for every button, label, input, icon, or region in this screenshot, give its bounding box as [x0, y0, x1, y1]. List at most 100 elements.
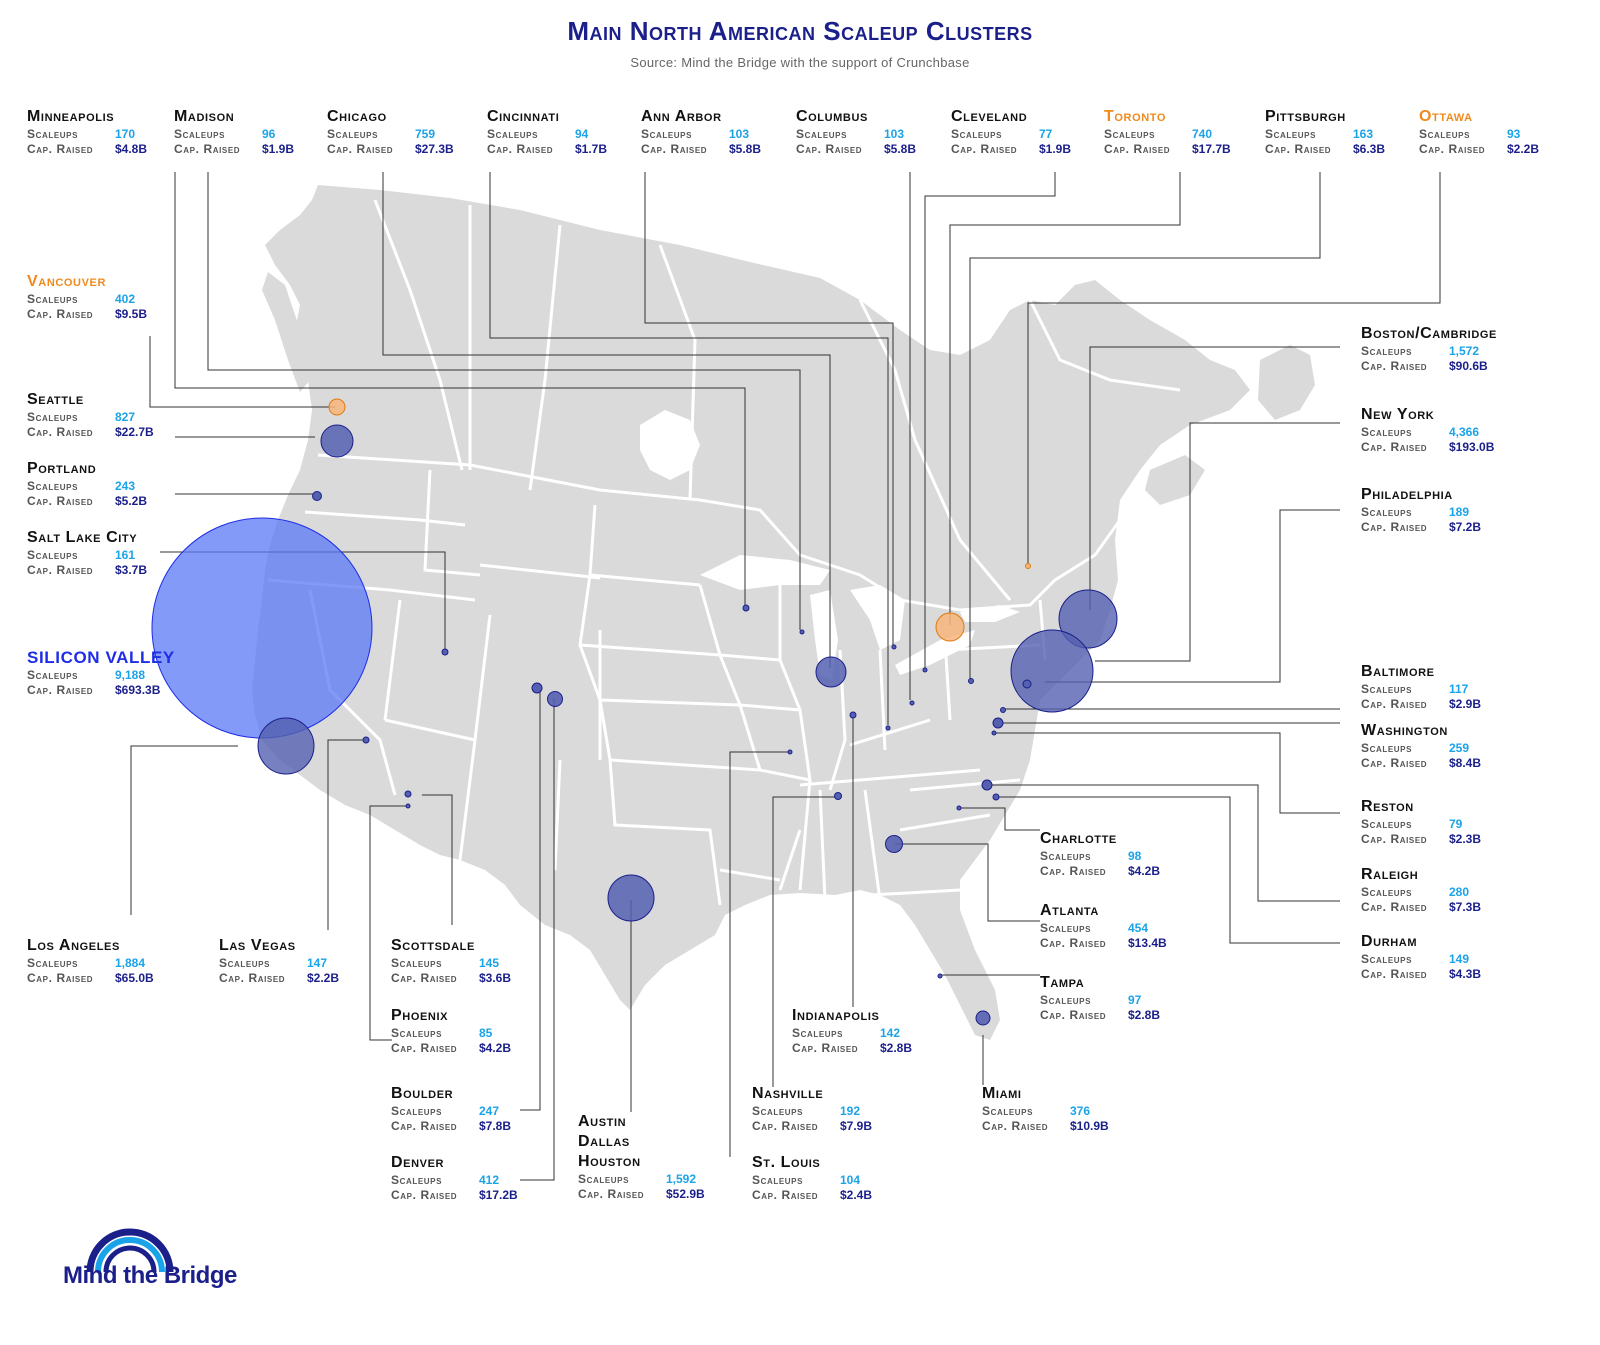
leader-pittsburgh — [969, 172, 1321, 680]
city-name-tampa: Tampa — [1040, 974, 1085, 991]
scaleups-value: 827 — [115, 410, 136, 424]
cap-raised-value: $22.7B — [115, 425, 154, 439]
city-name-reston: Reston — [1361, 798, 1414, 815]
cap-raised-label: Cap. Raised — [1361, 900, 1428, 914]
cap-raised-value: $17.7B — [1192, 142, 1231, 156]
scaleups-value: 9,188 — [115, 668, 146, 682]
city-label: Denver Scaleups 412 Cap. Raised $17.2B — [391, 1153, 591, 1203]
city-label: Salt Lake City Scaleups 161 Cap. Raised $3.7… — [27, 528, 227, 578]
cap-raised-label: Cap. Raised — [1040, 936, 1107, 950]
city-name-scottsdale: Scottsdale — [391, 937, 475, 954]
border-bc-alberta — [373, 199, 464, 471]
leader-denver — [520, 698, 555, 1181]
bubble-ann-arbor — [891, 644, 897, 650]
leader-stlouis — [729, 751, 790, 1157]
border-oh-pa — [943, 639, 952, 721]
cap-raised-value: $5.8B — [729, 142, 762, 156]
cluster-bubbles — [151, 398, 1118, 1026]
bubble-st-louis — [787, 749, 793, 755]
cap-raised-value: $13.4B — [1128, 936, 1167, 950]
city-label: Scottsdale Scaleups 145 Cap. Raised $3.6B — [391, 936, 591, 986]
cap-raised-value: $5.8B — [884, 142, 917, 156]
city-name-boston-cambridge: Boston/Cambridge — [1361, 325, 1497, 342]
scaleups-value: 97 — [1128, 993, 1142, 1007]
cap-raised-value: $17.2B — [479, 1188, 518, 1202]
city-name-silicon-valley: SILICON VALLEY — [27, 648, 175, 667]
cap-raised-value: $27.3B — [415, 142, 454, 156]
scaleups-label: Scaleups — [174, 127, 226, 141]
cap-raised-value: $2.8B — [1128, 1008, 1161, 1022]
bubble-las-vegas — [362, 736, 370, 744]
city-name-pittsburgh: Pittsburgh — [1265, 108, 1346, 125]
scaleups-label: Scaleups — [391, 1104, 443, 1118]
cap-raised-value: $1.9B — [262, 142, 295, 156]
scaleups-label: Scaleups — [1361, 682, 1413, 696]
city-label: Philadelphia Scaleups 189 Cap. Raised $7.2B — [1361, 485, 1561, 535]
bubble-indianapolis — [849, 711, 857, 719]
city-label: Seattle Scaleups 827 Cap. Raised $22.7B — [27, 390, 227, 440]
city-name-madison: Madison — [174, 108, 235, 125]
cap-raised-value: $193.0B — [1449, 440, 1495, 454]
scaleups-value: 189 — [1449, 505, 1470, 519]
city-label: Portland Scaleups 243 Cap. Raised $5.2B — [27, 459, 227, 509]
scaleups-value: 280 — [1449, 885, 1470, 899]
bubble-washington — [992, 717, 1004, 729]
city-name-charlotte: Charlotte — [1040, 830, 1117, 847]
scaleups-label: Scaleups — [641, 127, 693, 141]
scaleups-label: Scaleups — [1265, 127, 1317, 141]
scaleups-value: 170 — [115, 127, 136, 141]
scaleups-label: Scaleups — [1361, 344, 1413, 358]
city-label: Durham Scaleups 149 Cap. Raised $4.3B — [1361, 932, 1561, 982]
leader-lines — [130, 172, 1441, 1181]
scaleups-label: Scaleups — [578, 1172, 630, 1186]
city-name-toronto: Toronto — [1104, 108, 1167, 125]
cap-raised-label: Cap. Raised — [641, 142, 708, 156]
border-va-nc — [909, 778, 1021, 792]
cap-raised-label: Cap. Raised — [27, 307, 94, 321]
scaleups-label: Scaleups — [1040, 993, 1092, 1007]
bubble-new-york — [1010, 629, 1094, 713]
city-label: Chicago Scaleups 759 Cap. Raised $27.3B — [327, 107, 527, 157]
scaleups-value: 402 — [115, 292, 136, 306]
scaleups-label: Scaleups — [792, 1026, 844, 1040]
city-name-ann-arbor: Ann Arbor — [641, 108, 722, 125]
cap-raised-value: $52.9B — [666, 1187, 705, 1201]
leader-atlanta — [895, 843, 1040, 922]
leader-scottsdale — [422, 794, 453, 925]
border-tn-al — [818, 789, 827, 901]
cap-raised-label: Cap. Raised — [391, 971, 458, 985]
page-title: Main North American Scaleup Clusters — [567, 16, 1033, 46]
city-name-seattle: Seattle — [27, 391, 84, 408]
leader-nashville — [772, 796, 838, 1087]
city-label: Cincinnati Scaleups 94 Cap. Raised $1.7B — [487, 107, 687, 157]
page-subtitle: Source: Mind the Bridge with the support… — [630, 55, 970, 70]
cap-raised-label: Cap. Raised — [752, 1119, 819, 1133]
bubble-nashville — [834, 792, 842, 800]
cap-raised-value: $10.9B — [1070, 1119, 1109, 1133]
cap-raised-label: Cap. Raised — [1361, 967, 1428, 981]
leader-cleveland — [924, 172, 1056, 668]
city-label: Columbus Scaleups 103 Cap. Raised $5.8B — [796, 107, 996, 157]
bubble-charlotte — [956, 805, 962, 811]
leader-charlotte — [960, 807, 1040, 831]
leader-vancouver — [149, 336, 335, 408]
scaleups-label: Scaleups — [951, 127, 1003, 141]
city-name-portland: Portland — [27, 460, 97, 477]
city-name-los-angeles: Los Angeles — [27, 937, 120, 954]
border-mo-ar — [738, 704, 811, 782]
city-label: Austin Dallas Houston Scaleups 1,592 Cap. Rai… — [578, 1112, 778, 1202]
bubble-pittsburgh — [968, 678, 974, 684]
border-ga-fl — [869, 888, 961, 897]
cap-raised-label: Cap. Raised — [1361, 520, 1428, 534]
cap-raised-label: Cap. Raised — [951, 142, 1018, 156]
leader-raleigh — [988, 784, 1340, 902]
cap-raised-value: $4.2B — [479, 1041, 512, 1055]
cap-raised-label: Cap. Raised — [27, 494, 94, 508]
lake-ontario — [960, 605, 1020, 622]
scaleups-label: Scaleups — [1361, 885, 1413, 899]
cap-raised-value: $4.2B — [1128, 864, 1161, 878]
scaleups-value: 259 — [1449, 741, 1470, 755]
cap-raised-value: $9.5B — [115, 307, 148, 321]
bubble-los-angeles — [257, 717, 315, 775]
lake-huron — [850, 585, 905, 650]
